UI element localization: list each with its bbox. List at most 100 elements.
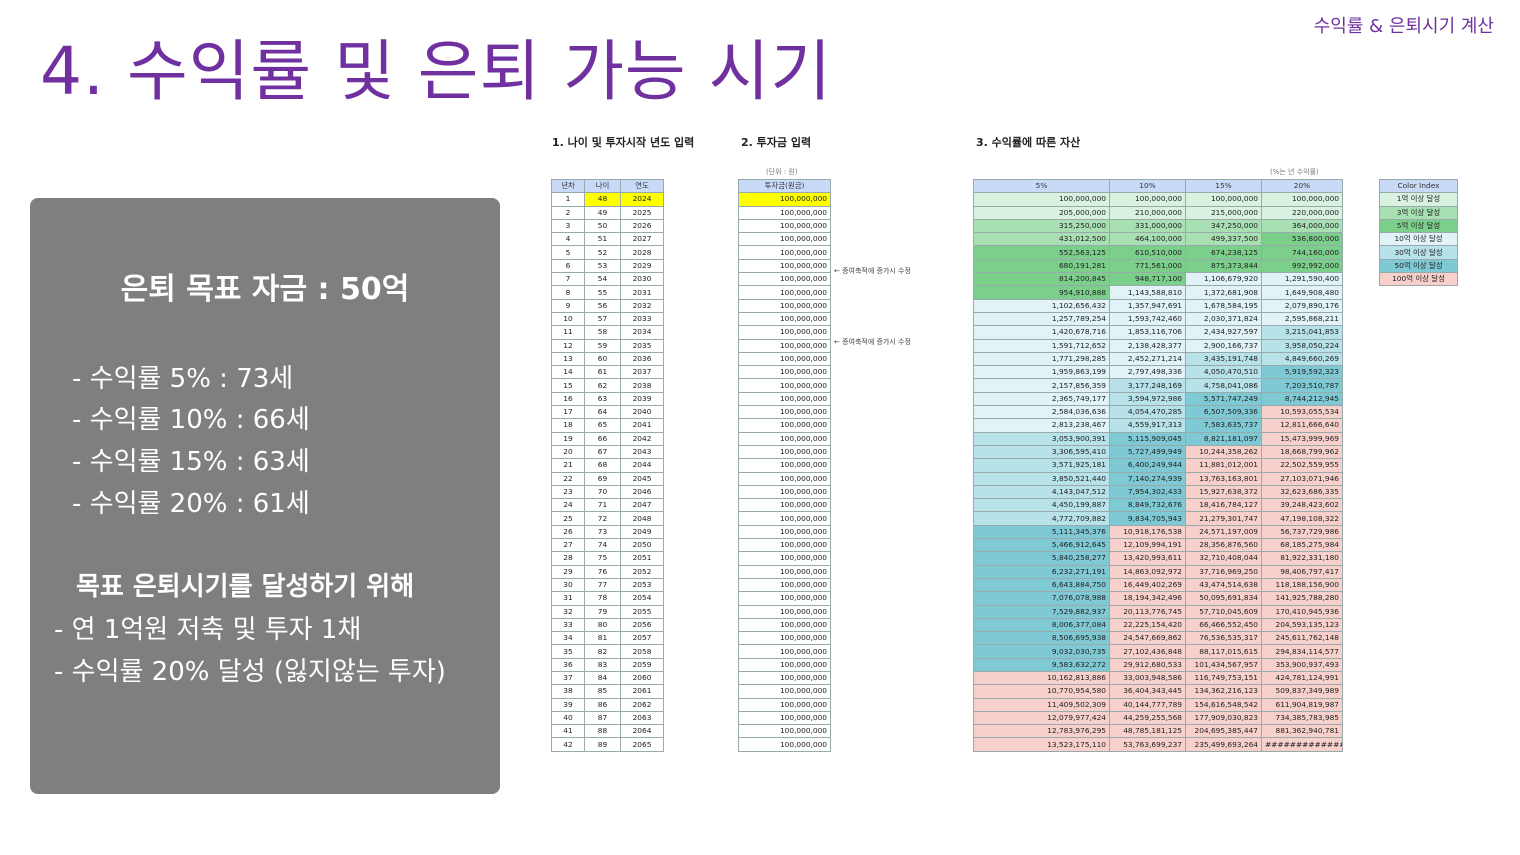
cell-asset-rate-20[interactable]: 10,593,055,534 (1261, 405, 1343, 420)
cell-year[interactable]: 2035 (620, 338, 664, 353)
cell-asset-rate-10[interactable]: 53,763,699,237 (1109, 737, 1186, 752)
cell-year[interactable]: 2032 (620, 298, 664, 313)
cell-age[interactable]: 49 (584, 205, 621, 220)
cell-year[interactable]: 2057 (620, 631, 664, 646)
cell-asset-rate-20[interactable]: 245,611,762,148 (1261, 631, 1343, 646)
cell-year-index[interactable]: 30 (551, 577, 585, 593)
cell-age[interactable]: 56 (584, 298, 621, 313)
cell-asset-rate-10[interactable]: 331,000,000 (1109, 218, 1186, 234)
cell-asset-rate-15[interactable]: 674,238,125 (1185, 245, 1262, 260)
cell-asset-rate-10[interactable]: 771,561,000 (1109, 258, 1186, 274)
cell-asset-rate-10[interactable]: 1,593,742,460 (1109, 311, 1186, 327)
cell-asset-rate-10[interactable]: 8,849,732,676 (1109, 498, 1186, 513)
cell-asset-rate-5[interactable]: 6,232,271,191 (973, 564, 1110, 579)
cell-asset-rate-10[interactable]: 10,918,176,538 (1109, 524, 1186, 540)
cell-age[interactable]: 59 (584, 338, 621, 353)
cell-year[interactable]: 2062 (620, 697, 664, 712)
cell-principal[interactable]: 100,000,000 (738, 298, 831, 313)
cell-asset-rate-10[interactable]: 9,834,705,943 (1109, 511, 1186, 526)
cell-age[interactable]: 84 (584, 670, 621, 686)
cell-principal[interactable]: 100,000,000 (738, 511, 831, 526)
cell-asset-rate-10[interactable]: 210,000,000 (1109, 205, 1186, 220)
cell-asset-rate-5[interactable]: 5,111,345,376 (973, 524, 1110, 540)
cell-year[interactable]: 2033 (620, 311, 664, 327)
cell-asset-rate-20[interactable]: 56,737,729,986 (1261, 524, 1343, 540)
cell-asset-rate-5[interactable]: 11,409,502,309 (973, 697, 1110, 712)
cell-principal[interactable]: 100,000,000 (738, 391, 831, 407)
cell-year-index[interactable]: 28 (551, 551, 585, 566)
cell-asset-rate-5[interactable]: 4,772,709,882 (973, 511, 1110, 526)
cell-asset-rate-20[interactable]: 3,958,050,224 (1261, 338, 1343, 353)
cell-asset-rate-15[interactable]: 11,881,012,001 (1185, 458, 1262, 473)
cell-asset-rate-10[interactable]: 464,100,000 (1109, 232, 1186, 247)
cell-asset-rate-20[interactable]: 3,215,041,853 (1261, 325, 1343, 340)
cell-asset-rate-5[interactable]: 2,813,238,467 (973, 418, 1110, 433)
cell-year[interactable]: 2054 (620, 591, 664, 606)
cell-asset-rate-10[interactable]: 2,452,271,214 (1109, 351, 1186, 367)
cell-age[interactable]: 87 (584, 710, 621, 726)
cell-year-index[interactable]: 18 (551, 418, 585, 433)
cell-asset-rate-20[interactable]: 744,160,000 (1261, 245, 1343, 260)
cell-asset-rate-20[interactable]: 294,834,114,577 (1261, 644, 1343, 659)
cell-asset-rate-5[interactable]: 3,053,900,391 (973, 431, 1110, 446)
cell-year[interactable]: 2044 (620, 458, 664, 473)
cell-principal[interactable]: 100,000,000 (738, 218, 831, 234)
cell-asset-rate-10[interactable]: 5,727,499,949 (1109, 444, 1186, 460)
cell-year[interactable]: 2025 (620, 205, 664, 220)
cell-asset-rate-20[interactable]: 7,203,510,787 (1261, 378, 1343, 393)
cell-asset-rate-15[interactable]: 5,571,747,249 (1185, 391, 1262, 407)
cell-asset-rate-10[interactable]: 4,559,917,313 (1109, 418, 1186, 433)
cell-year[interactable]: 2060 (620, 670, 664, 686)
cell-age[interactable]: 70 (584, 484, 621, 500)
cell-asset-rate-20[interactable]: 39,248,423,602 (1261, 498, 1343, 513)
cell-asset-rate-10[interactable]: 6,400,249,944 (1109, 458, 1186, 473)
cell-principal[interactable]: 100,000,000 (738, 365, 831, 380)
cell-asset-rate-15[interactable]: 1,106,679,920 (1185, 272, 1262, 287)
cell-age[interactable]: 79 (584, 604, 621, 619)
cell-year-index[interactable]: 33 (551, 617, 585, 633)
cell-asset-rate-15[interactable]: 57,710,045,609 (1185, 604, 1262, 619)
cell-asset-rate-15[interactable]: 32,710,408,044 (1185, 551, 1262, 566)
cell-year[interactable]: 2046 (620, 484, 664, 500)
cell-year-index[interactable]: 7 (551, 272, 585, 287)
cell-asset-rate-20[interactable]: 2,079,890,176 (1261, 298, 1343, 313)
cell-year-index[interactable]: 16 (551, 391, 585, 407)
cell-asset-rate-20[interactable]: 424,781,124,991 (1261, 670, 1343, 686)
cell-asset-rate-15[interactable]: 15,927,638,372 (1185, 484, 1262, 500)
cell-year[interactable]: 2039 (620, 391, 664, 407)
cell-asset-rate-10[interactable]: 1,357,947,691 (1109, 298, 1186, 313)
cell-year-index[interactable]: 37 (551, 670, 585, 686)
cell-asset-rate-20[interactable]: 220,000,000 (1261, 205, 1343, 220)
cell-asset-rate-15[interactable]: 18,416,784,127 (1185, 498, 1262, 513)
cell-age[interactable]: 62 (584, 378, 621, 393)
cell-asset-rate-20[interactable]: 536,800,000 (1261, 232, 1343, 247)
cell-age[interactable]: 57 (584, 311, 621, 327)
cell-year-index[interactable]: 3 (551, 218, 585, 234)
cell-age[interactable]: 54 (584, 272, 621, 287)
cell-asset-rate-20[interactable]: 364,000,000 (1261, 218, 1343, 234)
cell-asset-rate-20[interactable]: 32,623,686,335 (1261, 484, 1343, 500)
cell-year[interactable]: 2027 (620, 232, 664, 247)
cell-age[interactable]: 64 (584, 405, 621, 420)
cell-asset-rate-5[interactable]: 9,583,632,272 (973, 657, 1110, 672)
cell-year-index[interactable]: 32 (551, 604, 585, 619)
cell-year-index[interactable]: 20 (551, 444, 585, 460)
cell-principal[interactable]: 100,000,000 (738, 285, 831, 300)
cell-asset-rate-15[interactable]: 2,434,927,597 (1185, 325, 1262, 340)
cell-asset-rate-5[interactable]: 1,102,656,432 (973, 298, 1110, 313)
cell-asset-rate-15[interactable]: 43,474,514,638 (1185, 577, 1262, 593)
cell-year-index[interactable]: 2 (551, 205, 585, 220)
cell-asset-rate-15[interactable]: 204,695,385,447 (1185, 724, 1262, 739)
cell-age[interactable]: 88 (584, 724, 621, 739)
cell-asset-rate-15[interactable]: 347,250,000 (1185, 218, 1262, 234)
cell-asset-rate-10[interactable]: 44,259,255,568 (1109, 710, 1186, 726)
cell-asset-rate-5[interactable]: 3,850,521,440 (973, 471, 1110, 486)
cell-age[interactable]: 67 (584, 444, 621, 460)
cell-age[interactable]: 76 (584, 564, 621, 579)
cell-principal[interactable]: 100,000,000 (738, 737, 831, 752)
cell-asset-rate-10[interactable]: 1,143,588,810 (1109, 285, 1186, 300)
cell-year-index[interactable]: 6 (551, 258, 585, 274)
cell-asset-rate-10[interactable]: 7,954,302,433 (1109, 484, 1186, 500)
cell-asset-rate-15[interactable]: 88,117,015,615 (1185, 644, 1262, 659)
cell-asset-rate-10[interactable]: 610,510,000 (1109, 245, 1186, 260)
